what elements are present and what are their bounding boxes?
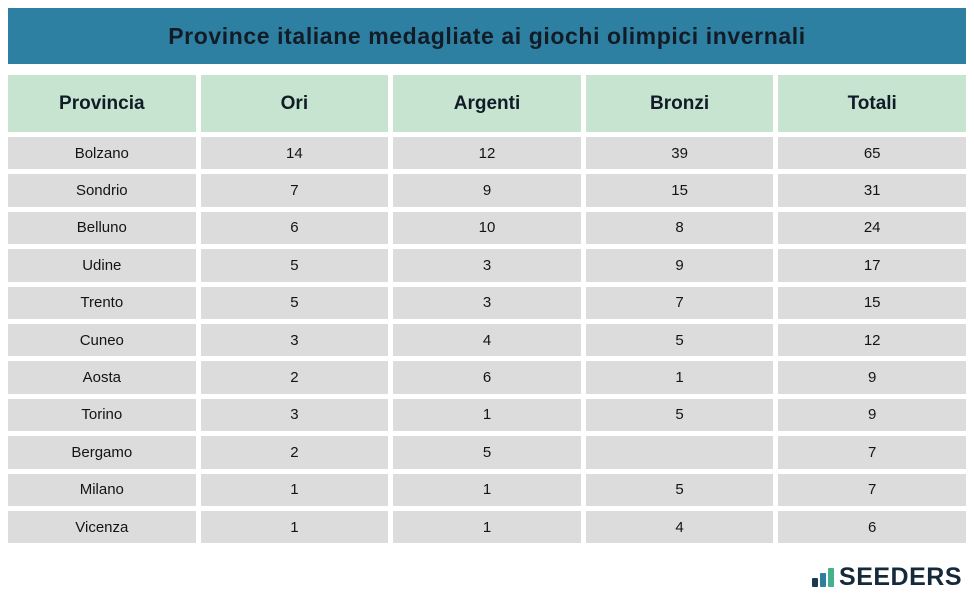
province-cell: Aosta (8, 361, 196, 394)
page-title: Province italiane medagliate ai giochi o… (168, 22, 806, 49)
table-row: Vicenza 1 1 4 6 (8, 510, 966, 544)
province-cell: Bergamo (8, 436, 196, 469)
value-cell: 4 (585, 510, 774, 544)
value-cell: 12 (778, 323, 966, 357)
value-cell: 7 (585, 286, 774, 319)
value-cell: 5 (585, 398, 774, 432)
table-row: Cuneo 3 4 5 12 (8, 323, 966, 357)
value-cell: 2 (200, 436, 389, 469)
table-row: Aosta 2 6 1 9 (8, 361, 966, 394)
value-cell: 1 (393, 398, 581, 432)
header-cell: Totali (778, 75, 966, 132)
value-cell: 5 (200, 286, 389, 319)
brand-name: SEEDERS (839, 563, 962, 591)
table-body: Bolzano 14 12 39 65 Sondrio 7 9 15 31 Belluno 6 10 8 2… (8, 137, 966, 544)
value-cell: 3 (393, 249, 581, 282)
table-row: Sondrio 7 9 15 31 (8, 174, 966, 207)
value-cell: 3 (200, 323, 389, 357)
value-cell: 7 (778, 473, 966, 506)
province-cell: Torino (8, 398, 196, 432)
value-cell: 7 (200, 174, 389, 207)
value-cell: 3 (393, 286, 581, 319)
province-cell: Bolzano (8, 137, 196, 170)
value-cell: 6 (778, 510, 966, 544)
value-cell: 10 (393, 211, 581, 245)
table-row: Belluno 6 10 8 24 (8, 211, 966, 245)
table-row: Trento 5 3 7 15 (8, 286, 966, 319)
medals-table: Provincia Ori Argenti Bronzi Totali Bolzano 1… (8, 75, 966, 548)
value-cell: 6 (200, 211, 389, 245)
province-cell: Milano (8, 473, 196, 506)
value-cell: 5 (585, 473, 774, 506)
value-cell: 24 (778, 211, 966, 245)
value-cell: 1 (393, 510, 581, 544)
province-cell: Udine (8, 249, 196, 282)
table-row: Milano 1 1 5 7 (8, 473, 966, 506)
value-cell: 15 (778, 286, 966, 319)
value-cell: 12 (393, 137, 581, 170)
bar-chart-icon (812, 568, 835, 590)
header-cell: Argenti (393, 75, 581, 132)
value-cell: 2 (200, 361, 389, 394)
province-cell: Sondrio (8, 174, 196, 207)
value-cell: 5 (200, 249, 389, 282)
value-cell: 4 (393, 323, 581, 357)
title-bar: Province italiane medagliate ai giochi o… (8, 8, 966, 64)
value-cell: 9 (393, 174, 581, 207)
value-cell: 7 (778, 436, 966, 469)
value-cell: 8 (585, 211, 774, 245)
header-cell: Bronzi (585, 75, 774, 132)
value-cell: 5 (393, 436, 581, 469)
table-row: Udine 5 3 9 17 (8, 249, 966, 282)
value-cell: 17 (778, 249, 966, 282)
header-cell: Ori (200, 75, 389, 132)
value-cell: 9 (778, 361, 966, 394)
value-cell: 9 (778, 398, 966, 432)
value-cell: 31 (778, 174, 966, 207)
value-cell: 65 (778, 137, 966, 170)
value-cell: 1 (585, 361, 774, 394)
footer: SEEDERS (812, 558, 962, 590)
province-cell: Vicenza (8, 510, 196, 544)
value-cell: 1 (393, 473, 581, 506)
value-cell: 5 (585, 323, 774, 357)
value-cell: 3 (200, 398, 389, 432)
value-cell: 1 (200, 510, 389, 544)
value-cell: 9 (585, 249, 774, 282)
value-cell (585, 436, 774, 469)
value-cell: 14 (200, 137, 389, 170)
province-cell: Trento (8, 286, 196, 319)
table-header-row: Provincia Ori Argenti Bronzi Totali (8, 75, 966, 132)
header-cell: Provincia (8, 75, 196, 132)
value-cell: 39 (585, 137, 774, 170)
province-cell: Cuneo (8, 323, 196, 357)
table-row: Bergamo 2 5 7 (8, 436, 966, 469)
province-cell: Belluno (8, 211, 196, 245)
value-cell: 15 (585, 174, 774, 207)
table-row: Bolzano 14 12 39 65 (8, 137, 966, 170)
table-row: Torino 3 1 5 9 (8, 398, 966, 432)
value-cell: 1 (200, 473, 389, 506)
brand-logo: SEEDERS (812, 565, 962, 590)
value-cell: 6 (393, 361, 581, 394)
